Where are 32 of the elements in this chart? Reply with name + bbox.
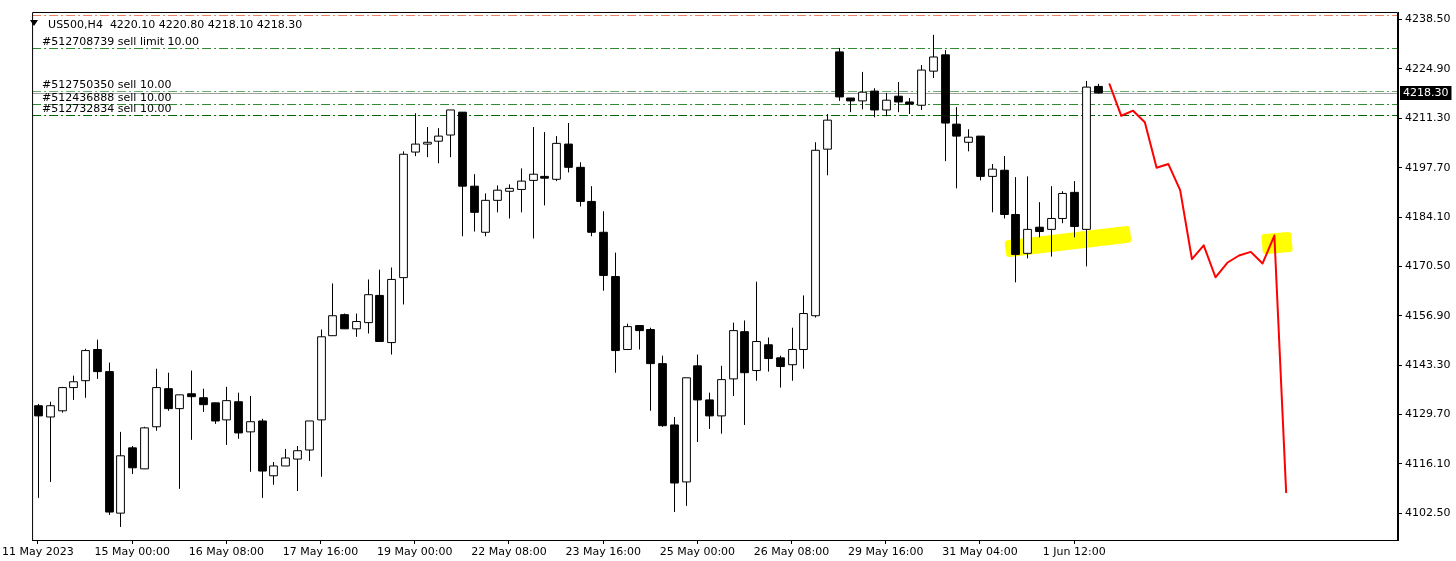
x-tick-label: 19 May 00:00 (377, 545, 453, 559)
y-tick-label: 4184.10 (1405, 209, 1451, 223)
x-tick-label: 25 May 00:00 (659, 545, 736, 559)
y-tick-label: 4129.70 (1405, 407, 1451, 421)
y-tick-label: 4170.50 (1405, 259, 1451, 273)
y-tick-label: 4224.90 (1405, 61, 1451, 75)
ref-line-label: #512732834 sell 10.00 (42, 102, 172, 116)
y-tick-label: 4156.90 (1405, 308, 1451, 322)
x-tick-label: 22 May 08:00 (471, 545, 547, 559)
ref-line-label: 4218.30 (1403, 85, 1449, 99)
x-tick-label: 31 May 04:00 (942, 545, 1018, 559)
y-tick-label: 4143.30 (1405, 357, 1451, 371)
candlestick (1047, 185, 1056, 258)
y-tick-label: 4102.50 (1405, 506, 1451, 520)
x-tick-label: 23 May 16:00 (565, 545, 641, 559)
text: US500,H4 4220.10 4220.80 4218.10 4218.30 (48, 18, 303, 31)
ref-line-label: #512436888 sell 10.00 (42, 91, 172, 105)
x-tick-label: 17 May 16:00 (282, 545, 359, 559)
x-tick-label: 15 May 00:00 (94, 545, 170, 559)
ref-line-label: #512750350 sell 10.00 (42, 78, 172, 92)
y-tick-label: 4238.50 (1405, 12, 1451, 26)
x-tick-label: 11 May 2023 (2, 545, 74, 559)
x-tick-label: 1 Jun 12:00 (1042, 545, 1106, 559)
ref-line-label: #512708739 sell limit 10.00 (42, 34, 200, 48)
x-tick-label: 29 May 16:00 (848, 545, 924, 559)
y-tick-label: 4197.70 (1405, 160, 1451, 174)
x-tick-label: 16 May 08:00 (188, 545, 265, 559)
y-tick-label: 4211.30 (1405, 111, 1451, 125)
y-tick-label: 4116.10 (1405, 456, 1451, 470)
candlestick (293, 445, 302, 492)
candlestick (623, 323, 632, 350)
x-tick-label: 26 May 08:00 (753, 545, 830, 559)
